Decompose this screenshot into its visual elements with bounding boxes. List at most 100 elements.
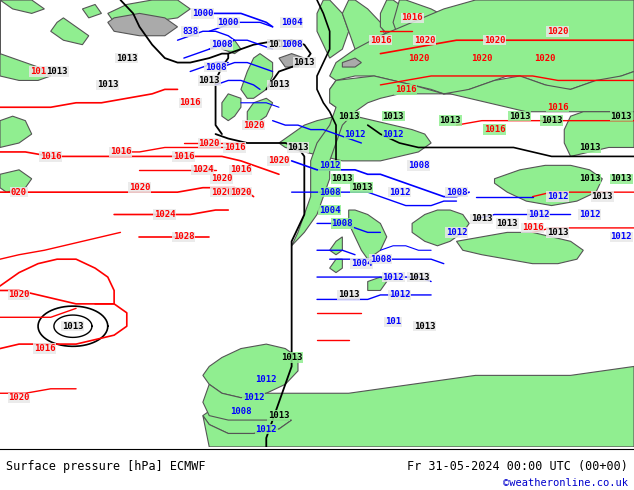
Text: 1012: 1012	[611, 232, 632, 242]
Text: 1016: 1016	[484, 125, 505, 134]
Text: 1013: 1013	[332, 174, 353, 183]
Text: 1020: 1020	[129, 183, 150, 192]
Text: 1004: 1004	[319, 205, 340, 215]
Polygon shape	[222, 94, 241, 121]
Polygon shape	[349, 210, 387, 259]
Polygon shape	[279, 53, 304, 67]
Polygon shape	[412, 210, 469, 246]
Polygon shape	[0, 0, 51, 80]
Text: 1020: 1020	[534, 53, 556, 63]
Text: 1013: 1013	[268, 40, 290, 49]
Polygon shape	[342, 58, 361, 67]
Text: 1013: 1013	[294, 58, 315, 67]
Text: 1012: 1012	[389, 291, 410, 299]
Text: 1008: 1008	[332, 219, 353, 228]
Text: 1013: 1013	[198, 76, 220, 85]
Text: 1012: 1012	[382, 129, 404, 139]
Text: 1013: 1013	[592, 192, 613, 201]
Text: 1020: 1020	[484, 36, 505, 45]
Text: Fr 31-05-2024 00:00 UTC (00+00): Fr 31-05-2024 00:00 UTC (00+00)	[407, 460, 628, 473]
Polygon shape	[330, 237, 342, 255]
Text: 1013: 1013	[439, 116, 461, 125]
Polygon shape	[108, 0, 190, 23]
Text: 1013: 1013	[338, 291, 359, 299]
Text: 1012: 1012	[579, 210, 600, 219]
Text: 1008: 1008	[230, 407, 252, 416]
Text: 101: 101	[30, 67, 46, 76]
Text: ©weatheronline.co.uk: ©weatheronline.co.uk	[503, 478, 628, 488]
Text: 1013: 1013	[268, 80, 290, 89]
Text: 1013: 1013	[116, 53, 138, 63]
Text: 1020: 1020	[8, 393, 30, 402]
Polygon shape	[203, 367, 634, 447]
Polygon shape	[330, 259, 342, 272]
Text: 1020: 1020	[408, 53, 429, 63]
Text: 1013: 1013	[46, 67, 68, 76]
Text: 1016: 1016	[547, 103, 569, 112]
Polygon shape	[279, 116, 431, 161]
Polygon shape	[0, 170, 32, 192]
Polygon shape	[393, 0, 482, 67]
Text: 1012: 1012	[382, 272, 404, 282]
Text: 1013: 1013	[268, 411, 290, 420]
Text: 1008: 1008	[211, 40, 233, 49]
Polygon shape	[380, 0, 425, 45]
Text: 1008: 1008	[319, 188, 340, 196]
Text: 1013: 1013	[382, 112, 404, 121]
Text: 1013: 1013	[547, 228, 569, 237]
Polygon shape	[495, 165, 602, 206]
Text: 1008: 1008	[408, 161, 429, 170]
Polygon shape	[247, 98, 273, 125]
Text: 1013: 1013	[611, 174, 632, 183]
Text: 1012: 1012	[256, 424, 277, 434]
Text: 1008: 1008	[281, 40, 302, 49]
Text: 1024: 1024	[192, 165, 214, 174]
Text: 1016: 1016	[230, 165, 252, 174]
Text: 1012: 1012	[446, 228, 467, 237]
Text: 1016: 1016	[224, 143, 245, 152]
Text: 1016: 1016	[370, 36, 391, 45]
Polygon shape	[330, 80, 355, 107]
Text: 1020: 1020	[414, 36, 436, 45]
Text: 1016: 1016	[34, 344, 55, 353]
Polygon shape	[564, 112, 634, 156]
Text: 1013: 1013	[496, 219, 518, 228]
Text: 1012: 1012	[344, 129, 366, 139]
Polygon shape	[222, 40, 241, 53]
Text: 1013: 1013	[509, 112, 531, 121]
Text: 1013: 1013	[408, 272, 429, 282]
Text: 1024: 1024	[154, 210, 176, 219]
Text: 1013: 1013	[338, 112, 359, 121]
Polygon shape	[368, 277, 387, 291]
Text: 1016: 1016	[522, 223, 543, 232]
Polygon shape	[317, 0, 349, 58]
Polygon shape	[82, 4, 101, 18]
Text: 1020: 1020	[230, 188, 252, 196]
Text: 1016: 1016	[173, 152, 195, 161]
Text: 838: 838	[182, 27, 198, 36]
Text: 1013: 1013	[62, 322, 84, 331]
Text: 1012: 1012	[389, 188, 410, 196]
Text: Surface pressure [hPa] ECMWF: Surface pressure [hPa] ECMWF	[6, 460, 206, 473]
Text: 1013: 1013	[579, 143, 600, 152]
Text: 1012: 1012	[528, 210, 550, 219]
Text: 020: 020	[11, 188, 27, 196]
Text: 1020: 1020	[243, 121, 264, 130]
Text: 1013: 1013	[287, 143, 309, 152]
Text: 1020: 1020	[268, 156, 290, 166]
Text: 1020: 1020	[211, 188, 233, 196]
Text: 1016: 1016	[395, 85, 417, 94]
Text: 1020: 1020	[547, 27, 569, 36]
Polygon shape	[108, 13, 178, 36]
Text: 1013: 1013	[351, 183, 372, 192]
Text: 1016: 1016	[40, 152, 61, 161]
Text: 1028: 1028	[173, 232, 195, 242]
Text: 1008: 1008	[205, 63, 226, 72]
Text: 1013: 1013	[414, 322, 436, 331]
Polygon shape	[469, 0, 533, 63]
Polygon shape	[203, 344, 298, 398]
Text: 1008: 1008	[370, 255, 391, 264]
Polygon shape	[456, 232, 583, 264]
Text: 1012: 1012	[256, 375, 277, 384]
Text: 1016: 1016	[110, 147, 131, 156]
